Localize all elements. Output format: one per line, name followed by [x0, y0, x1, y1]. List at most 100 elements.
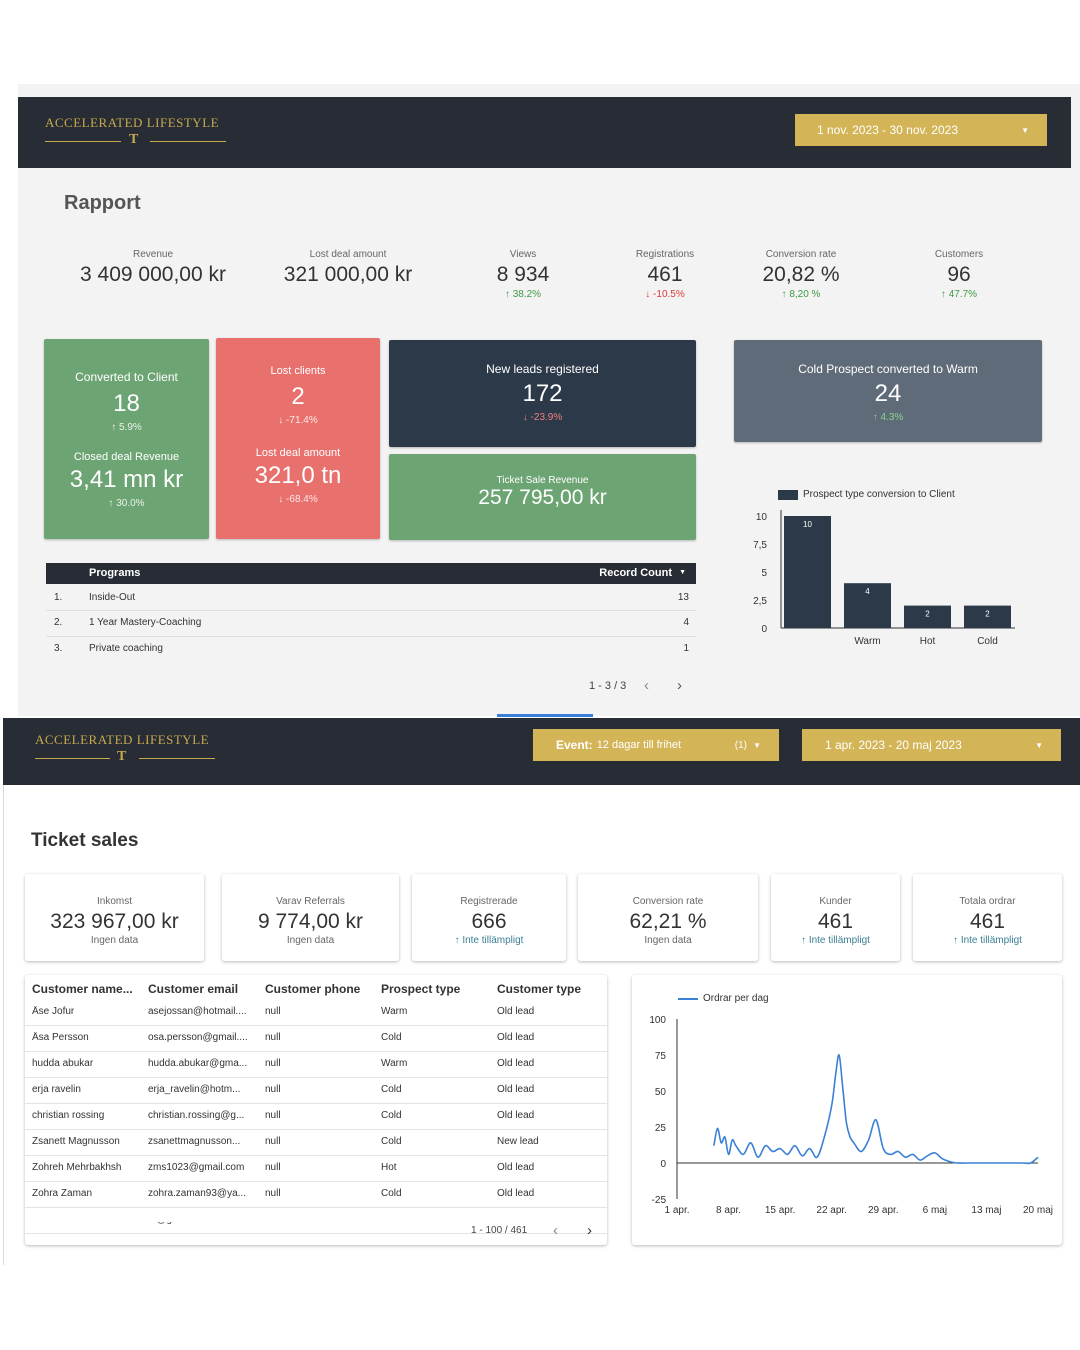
column-record-count[interactable]: Record Count — [599, 567, 672, 579]
column-customer-phone[interactable]: Customer phone — [265, 982, 361, 996]
legend-swatch — [778, 490, 798, 500]
arrow-down-icon: ↓ — [278, 494, 284, 505]
x-tick-label: 13 maj — [971, 1205, 1001, 1216]
table-row[interactable]: Zsanett Magnusson zsanettmagnusson... null… — [25, 1129, 607, 1156]
table-fade — [25, 1212, 607, 1222]
tile-ticket-sale-revenue: Ticket Sale Revenue 257 795,00 kr — [389, 454, 696, 540]
column-customer-email[interactable]: Customer email — [148, 982, 239, 996]
brand-mark: T — [129, 132, 139, 147]
table-cell: zohra.zaman93@ya... — [148, 1188, 246, 1199]
prev-page-icon[interactable]: ‹ — [644, 677, 649, 694]
table-cell: Cold — [381, 1032, 402, 1043]
card-registrerade: Registrerade 666 ↑ Inte tillämpligt — [412, 874, 566, 961]
table-cell: null — [265, 1084, 281, 1095]
table-cell: Cold — [381, 1188, 402, 1199]
card-inkomst: Inkomst 323 967,00 kr Ingen data — [25, 874, 204, 961]
legend-line — [678, 998, 698, 1000]
bar — [964, 605, 1011, 628]
y-tick-label: 75 — [655, 1051, 667, 1062]
arrow-up-icon: ↑ — [940, 289, 946, 300]
date-range-label: 1 apr. 2023 - 20 maj 2023 — [825, 738, 962, 752]
x-tick-label: 6 maj — [923, 1205, 947, 1216]
customer-pagination: 1 - 100 / 461 — [471, 1225, 528, 1236]
table-row: 3. Private coaching 1 — [54, 643, 689, 654]
arrow-up-icon: ↑ — [454, 935, 460, 946]
arrow-up-icon: ↑ — [504, 289, 510, 300]
table-cell: hudda.abukar@gma... — [148, 1058, 248, 1069]
tile-converted-to-client: Converted to Client 18 ↑ 5.9% Closed dea… — [44, 339, 209, 539]
table-row[interactable]: hudda abukar hudda.abukar@gma... null Warm O… — [25, 1051, 607, 1078]
table-cell: null — [265, 1136, 281, 1147]
table-row[interactable]: Zohra Zaman zohra.zaman93@ya... null Cold Ol… — [25, 1181, 607, 1208]
y-tick-label: 100 — [649, 1015, 666, 1026]
arrow-up-icon: ↑ — [111, 422, 117, 433]
arrow-up-icon: ↑ — [108, 498, 114, 509]
tile-lost-clients: Lost clients 2 ↓ -71.4% Lost deal amount… — [216, 338, 380, 539]
ticket-header: ACCELERATED LIFESTYLE T Event: 12 dagar … — [3, 718, 1080, 785]
table-cell: Old lead — [497, 1032, 535, 1043]
table-cell: zms1023@gmail.com — [148, 1162, 245, 1173]
date-range-picker[interactable]: 1 nov. 2023 - 30 nov. 2023 ▼ — [795, 114, 1047, 146]
arrow-down-icon: ↓ — [645, 289, 651, 300]
y-tick-label: 7,5 — [753, 540, 767, 551]
arrow-up-icon: ↑ — [801, 935, 807, 946]
table-row[interactable]: Zohreh Mehrbakhsh zms1023@gmail.com null Ho… — [25, 1155, 607, 1182]
table-cell: null — [265, 1188, 281, 1199]
table-row[interactable]: christian rossing christian.rossing@g... n… — [25, 1103, 607, 1130]
next-page-icon[interactable]: › — [677, 677, 682, 694]
table-cell: Old lead — [497, 1188, 535, 1199]
card-conversion-rate: Conversion rate 62,21 % Ingen data — [578, 874, 758, 961]
table-cell: erja ravelin — [32, 1084, 81, 1095]
event-filter-value: 12 dagar till frihet — [596, 739, 682, 751]
table-cell: Zohreh Mehrbakhsh — [32, 1162, 122, 1173]
caret-down-icon: ▼ — [1035, 740, 1043, 750]
event-filter-count: (1) — [734, 739, 747, 751]
table-row: 1. Inside-Out 13 — [46, 585, 696, 611]
prev-page-icon[interactable]: ‹ — [553, 1222, 558, 1239]
table-cell: null — [265, 1058, 281, 1069]
table-row[interactable]: Åse Jofur asejossan@hotmail.... null Warm Ol… — [25, 999, 607, 1026]
table-cell: osa.persson@gmail.... — [148, 1032, 248, 1043]
table-cell: christian.rossing@g... — [148, 1110, 245, 1121]
card-varav-referrals: Varav Referrals 9 774,00 kr Ingen data — [222, 874, 399, 961]
brand-name: ACCELERATED LIFESTYLE — [45, 115, 220, 130]
kpi-revenue: Revenue 3 409 000,00 kr — [80, 249, 226, 286]
table-cell: Cold — [381, 1136, 402, 1147]
table-cell: null — [265, 1162, 281, 1173]
bar — [844, 583, 891, 628]
date-range-picker[interactable]: 1 apr. 2023 - 20 maj 2023 ▼ — [802, 729, 1061, 761]
scroll-indicator — [497, 714, 593, 717]
table-cell: Warm — [381, 1006, 408, 1017]
table-cell: Old lead — [497, 1162, 535, 1173]
event-filter-label: Event: — [556, 738, 593, 752]
column-programs[interactable]: Programs — [89, 567, 141, 579]
kpi-lost-deal-amount: Lost deal amount 321 000,00 kr — [283, 249, 413, 286]
column-customer-name[interactable]: Customer name... — [32, 982, 133, 996]
table-cell: christian rossing — [32, 1110, 105, 1121]
table-cell: New lead — [497, 1136, 539, 1147]
card-totala-ordrar: Totala ordrar 461 ↑ Inte tillämpligt — [913, 874, 1062, 961]
sort-caret-icon[interactable]: ▼ — [679, 569, 686, 576]
x-tick-label: 22 apr. — [816, 1205, 847, 1216]
table-row[interactable]: Åsa Persson osa.persson@gmail.... null Cold… — [25, 1025, 607, 1052]
orders-chart-card — [632, 975, 1062, 1245]
line-chart: 100 75 50 25 0 -25 1 apr. 8 apr. 15 apr. 22 apr.… — [649, 1015, 1053, 1216]
column-prospect-type[interactable]: Prospect type — [381, 982, 461, 996]
column-customer-type[interactable]: Customer type — [497, 982, 582, 996]
table-cell: Zohra Zaman — [32, 1188, 93, 1199]
panel-border — [3, 785, 4, 1265]
y-tick-label: 5 — [761, 568, 767, 579]
next-page-icon[interactable]: › — [587, 1222, 592, 1239]
event-filter[interactable]: Event: 12 dagar till frihet (1) ▼ — [533, 729, 779, 761]
caret-down-icon: ▼ — [753, 740, 761, 750]
kpi-views: Views 8 934 ↑ 38.2% — [496, 249, 550, 300]
table-row[interactable]: erja ravelin erja_ravelin@hotm... null Cold… — [25, 1077, 607, 1104]
bar-data-label: 2 — [925, 610, 930, 619]
bar-chart: 10 7,5 5 2,5 0 10 4 Warm 2 Hot 2 Cold — [753, 510, 1015, 647]
y-tick-label: 2,5 — [753, 596, 767, 607]
y-tick-label: 50 — [655, 1087, 667, 1098]
table-cell: Zsanett Magnusson — [32, 1136, 120, 1147]
y-tick-label: 0 — [761, 624, 767, 635]
report-header: ACCELERATED LIFESTYLE T 1 nov. 2023 - 30… — [18, 97, 1071, 168]
table-row: 2. 1 Year Mastery-Coaching 4 — [46, 611, 696, 637]
